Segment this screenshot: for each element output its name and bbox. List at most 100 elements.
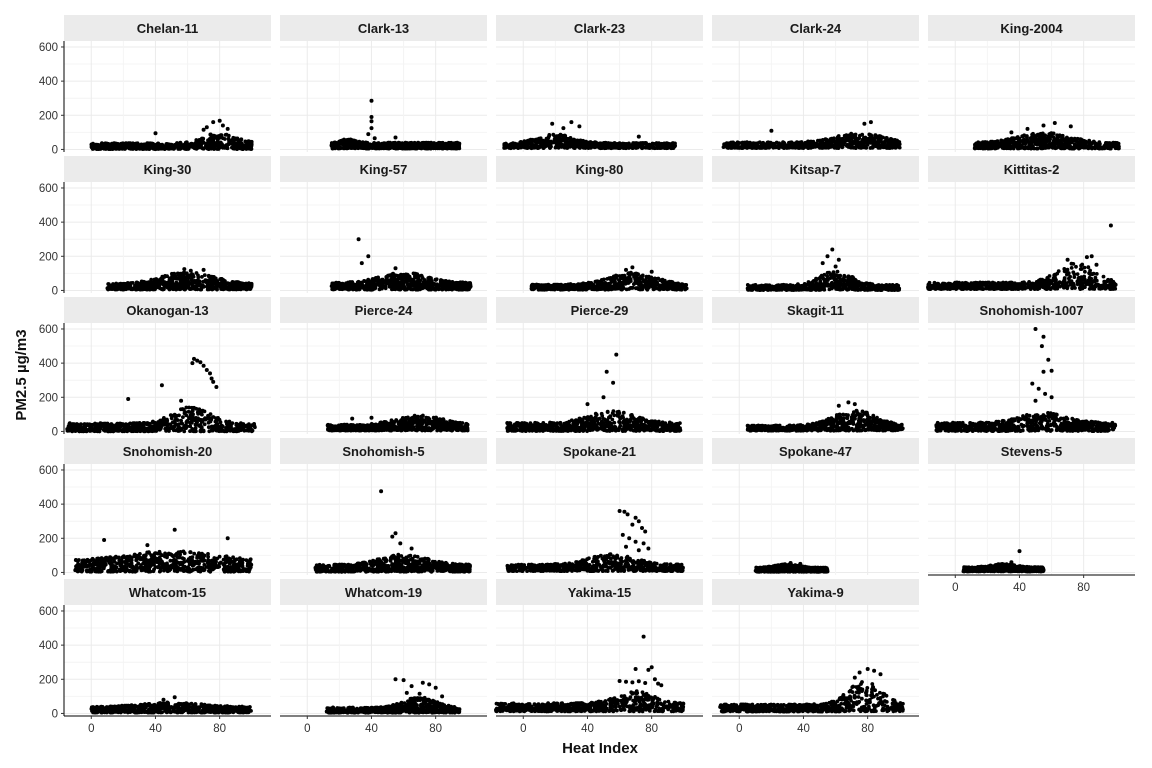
data-point bbox=[169, 279, 174, 284]
data-point bbox=[140, 284, 145, 288]
data-point bbox=[175, 276, 180, 281]
data-point bbox=[982, 146, 986, 150]
data-point bbox=[433, 146, 438, 151]
point-cloud bbox=[972, 131, 1121, 151]
data-point bbox=[385, 280, 389, 285]
data-point bbox=[157, 285, 162, 290]
data-point bbox=[213, 142, 218, 147]
data-point bbox=[883, 139, 887, 144]
data-point bbox=[432, 287, 437, 292]
data-point bbox=[209, 274, 214, 279]
data-point bbox=[541, 144, 545, 149]
data-point bbox=[246, 283, 251, 287]
outlier-point bbox=[366, 132, 371, 137]
outlier-point bbox=[1052, 121, 1057, 125]
data-point bbox=[109, 284, 114, 289]
data-point bbox=[892, 141, 897, 146]
data-point bbox=[571, 137, 576, 142]
data-point bbox=[219, 287, 224, 291]
data-point bbox=[864, 141, 869, 145]
data-point bbox=[429, 278, 434, 283]
data-point bbox=[445, 142, 449, 147]
data-point bbox=[336, 284, 340, 288]
facet-strip bbox=[280, 15, 487, 41]
data-point bbox=[1036, 132, 1040, 137]
data-point bbox=[1103, 145, 1108, 149]
data-point bbox=[341, 146, 346, 151]
data-point bbox=[207, 143, 212, 147]
data-point bbox=[387, 145, 392, 150]
data-point bbox=[518, 140, 523, 145]
data-point bbox=[370, 279, 375, 284]
data-point bbox=[565, 136, 570, 141]
outlier-point bbox=[356, 237, 361, 242]
data-point bbox=[175, 144, 180, 148]
y-tick-label: 0 bbox=[52, 285, 58, 297]
data-point bbox=[212, 147, 217, 151]
y-tick-label: 400 bbox=[39, 76, 58, 88]
data-point bbox=[721, 145, 726, 150]
outlier-point bbox=[1009, 130, 1014, 135]
data-point bbox=[584, 139, 588, 144]
data-point bbox=[396, 140, 401, 145]
data-point bbox=[600, 145, 605, 150]
data-point bbox=[397, 275, 401, 280]
point-cloud bbox=[329, 271, 473, 292]
data-point bbox=[526, 140, 531, 145]
data-point bbox=[558, 141, 563, 146]
data-point bbox=[1083, 145, 1087, 150]
data-point bbox=[859, 141, 864, 146]
data-point bbox=[147, 143, 152, 148]
data-point bbox=[376, 279, 381, 284]
data-point bbox=[206, 279, 211, 284]
data-point bbox=[605, 141, 610, 146]
data-point bbox=[836, 137, 841, 142]
data-point bbox=[417, 145, 421, 149]
data-point bbox=[630, 145, 634, 150]
data-point bbox=[215, 279, 219, 283]
data-point bbox=[744, 145, 749, 149]
data-point bbox=[803, 140, 808, 145]
data-point bbox=[763, 143, 768, 148]
data-point bbox=[222, 146, 227, 150]
outlier-point bbox=[204, 125, 209, 130]
data-point bbox=[383, 286, 388, 291]
data-point bbox=[594, 144, 599, 149]
data-point bbox=[787, 143, 791, 148]
data-point bbox=[429, 283, 434, 288]
data-point bbox=[91, 141, 95, 146]
data-point bbox=[533, 139, 538, 144]
data-point bbox=[843, 134, 848, 139]
data-point bbox=[188, 287, 192, 291]
data-point bbox=[103, 141, 107, 146]
outlier-point bbox=[369, 98, 374, 103]
data-point bbox=[231, 139, 236, 144]
point-cloud bbox=[89, 132, 254, 152]
data-point bbox=[188, 281, 193, 286]
outlier-point bbox=[359, 261, 364, 266]
outlier-point bbox=[372, 136, 377, 141]
data-point bbox=[169, 143, 173, 148]
data-point bbox=[347, 286, 352, 291]
outlier-point bbox=[868, 120, 873, 125]
data-point bbox=[437, 140, 441, 145]
data-point bbox=[668, 142, 672, 146]
data-point bbox=[391, 142, 395, 147]
data-point bbox=[883, 145, 887, 150]
data-point bbox=[372, 284, 377, 289]
data-point bbox=[357, 286, 362, 290]
data-point bbox=[1068, 145, 1073, 149]
data-point bbox=[392, 277, 397, 282]
data-point bbox=[846, 137, 851, 142]
data-point bbox=[189, 141, 194, 146]
data-point bbox=[1087, 144, 1092, 148]
data-point bbox=[164, 142, 169, 146]
data-point bbox=[860, 132, 865, 137]
data-point bbox=[235, 147, 239, 151]
data-point bbox=[351, 286, 355, 291]
data-point bbox=[992, 144, 997, 149]
data-point bbox=[1003, 146, 1008, 150]
data-point bbox=[860, 137, 865, 142]
